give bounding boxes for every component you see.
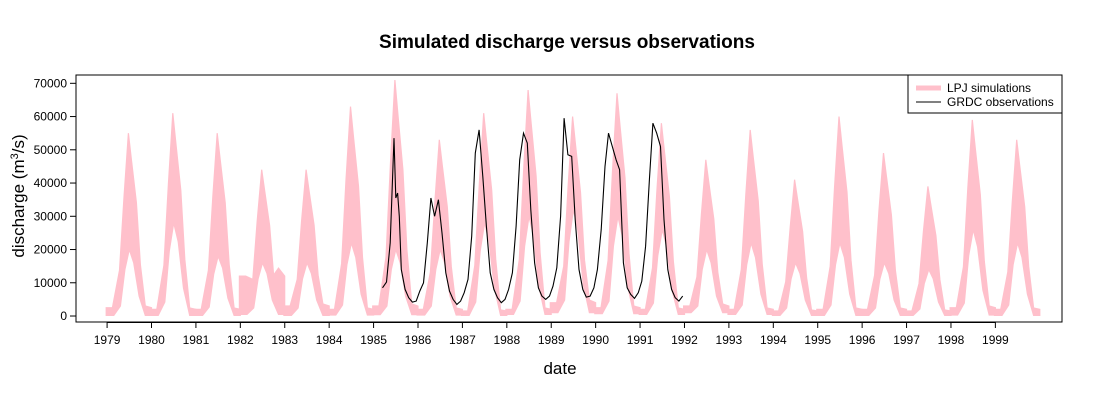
x-tick-label: 1992: [671, 333, 698, 347]
simulation-band-1988: [505, 89, 552, 315]
x-tick-label: 1982: [227, 333, 254, 347]
x-tick-label: 1998: [938, 333, 965, 347]
x-tick-label: 1983: [271, 333, 298, 347]
y-axis-title-main: discharge (m: [9, 159, 28, 257]
simulation-band-1993: [727, 129, 774, 315]
simulation-band-1998: [949, 119, 997, 316]
simulation-band-1979: [105, 133, 153, 316]
simulation-band-1982: [238, 169, 286, 315]
x-tick-label: 1985: [360, 333, 387, 347]
y-tick-label: 10000: [34, 276, 68, 290]
y-tick-label: 40000: [34, 176, 68, 190]
x-tick-label: 1996: [849, 333, 876, 347]
x-tick-label: 1981: [183, 333, 210, 347]
simulation-band-1995: [816, 116, 863, 316]
x-axis-title: date: [543, 359, 576, 378]
simulation-band-1987: [460, 113, 508, 316]
legend-label-observations: GRDC observations: [947, 95, 1054, 109]
x-tick-label: 1991: [627, 333, 654, 347]
x-tick-label: 1988: [493, 333, 520, 347]
legend-label-simulations: LPJ simulations: [947, 81, 1031, 95]
simulation-band-1992: [682, 159, 730, 314]
x-tick-label: 1987: [449, 333, 476, 347]
simulation-band-1989: [549, 116, 597, 314]
simulation-band-1997: [905, 186, 952, 316]
x-tick-label: 1980: [138, 333, 165, 347]
y-tick-label: 30000: [34, 209, 68, 223]
simulation-band-1999: [993, 139, 1041, 316]
x-tick-label: 1984: [316, 333, 343, 347]
y-axis-title-sup: 3: [9, 153, 21, 159]
y-tick-label: 0: [60, 309, 67, 323]
simulation-band-1996: [860, 153, 908, 316]
simulation-band-1984: [327, 106, 375, 316]
y-tick-label: 20000: [34, 243, 68, 257]
y-axis-title-end: /s): [9, 134, 28, 153]
x-tick-label: 1993: [716, 333, 743, 347]
x-tick-label: 1990: [582, 333, 609, 347]
y-axis-title: discharge (m3/s): [9, 134, 28, 257]
x-tick-label: 1986: [405, 333, 432, 347]
x-tick-label: 1994: [760, 333, 787, 347]
y-tick-label: 50000: [34, 143, 68, 157]
observation-line-layer: [382, 118, 684, 306]
y-axis: 0 10000 20000 30000 40000 50000 60000 70000: [34, 76, 77, 323]
y-tick-label: 60000: [34, 110, 68, 124]
simulation-band-1980: [150, 113, 197, 316]
simulation-band-1990: [594, 93, 641, 315]
x-tick-label: 1995: [804, 333, 831, 347]
x-axis: 1979 1980 1981 1982 1983 1984 1985 1986 1987 1988…: [94, 322, 1009, 347]
simulation-band-1983: [283, 169, 330, 316]
simulation-band-1986: [416, 139, 463, 316]
x-tick-label: 1989: [538, 333, 565, 347]
chart-title: Simulated discharge versus observations: [379, 32, 755, 53]
x-tick-label: 1997: [893, 333, 920, 347]
legend: LPJ simulations GRDC observations: [907, 74, 1063, 114]
y-tick-label: 70000: [34, 76, 68, 90]
simulation-band-1981: [194, 133, 241, 316]
simulation-band-1994: [771, 179, 819, 316]
legend-box: [907, 74, 1063, 114]
simulation-band-1991: [638, 123, 686, 315]
simulation-band-layer: [105, 79, 1041, 316]
grdc-observations-line: [382, 118, 684, 306]
x-tick-label: 1999: [982, 333, 1009, 347]
x-tick-label: 1979: [94, 333, 121, 347]
